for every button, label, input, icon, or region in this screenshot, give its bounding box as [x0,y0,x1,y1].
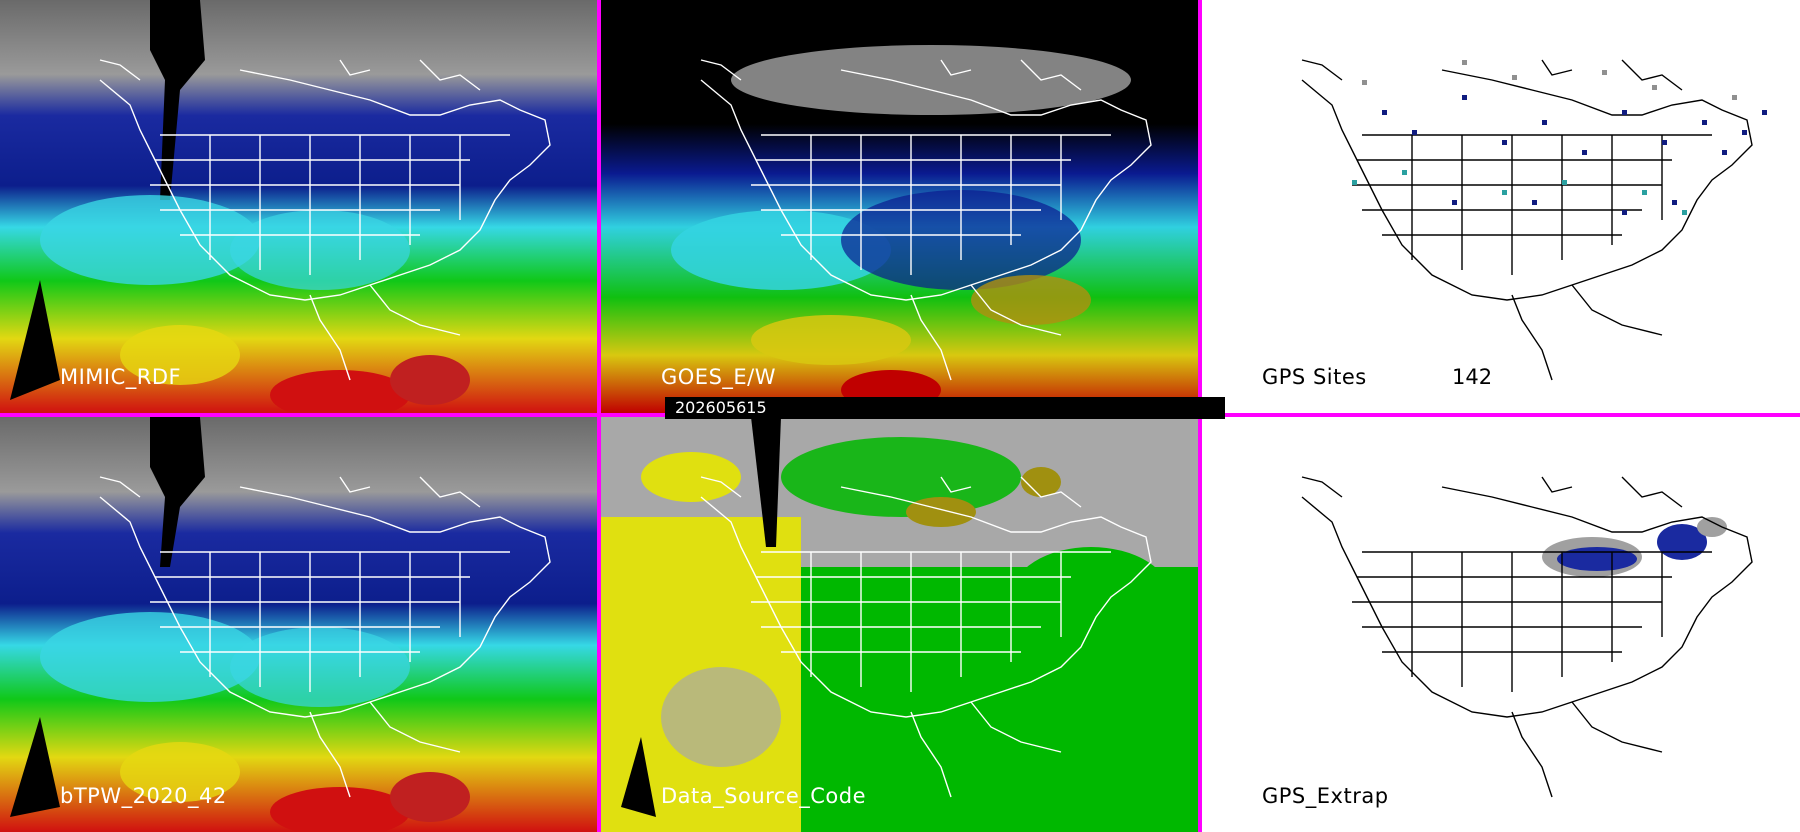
panel-label: GOES_E/W [661,365,777,389]
btpw-panel: bTPW_2020_42 [0,417,597,832]
panel-label: GPS Sites [1262,365,1367,389]
gps-extrap-map [1202,417,1800,832]
gps-sites-map [1202,0,1800,413]
data-source-map [601,417,1198,832]
data-source-panel: Data_Source_Code [601,417,1198,832]
panel-label: Data_Source_Code [661,784,867,808]
panel-label: GPS_Extrap [1262,784,1389,808]
btpw-map [0,417,597,832]
goes-panel: GOES_E/W [601,0,1198,413]
gps-site-markers [1382,95,1767,215]
gps-site-count: 142 [1452,365,1493,389]
goes-map [601,0,1198,413]
timestamp-bar: 202605615 [665,397,1225,419]
panel-label: bTPW_2020_42 [60,784,227,808]
mimic-rdf-panel: MIMIC_RDF [0,0,597,413]
panel-label: MIMIC_RDF [60,365,182,389]
gps-extrap-panel: GPS_Extrap [1202,417,1800,832]
gps-sites-panel: GPS Sites 142 [1202,0,1800,413]
mimic-rdf-map [0,0,597,413]
